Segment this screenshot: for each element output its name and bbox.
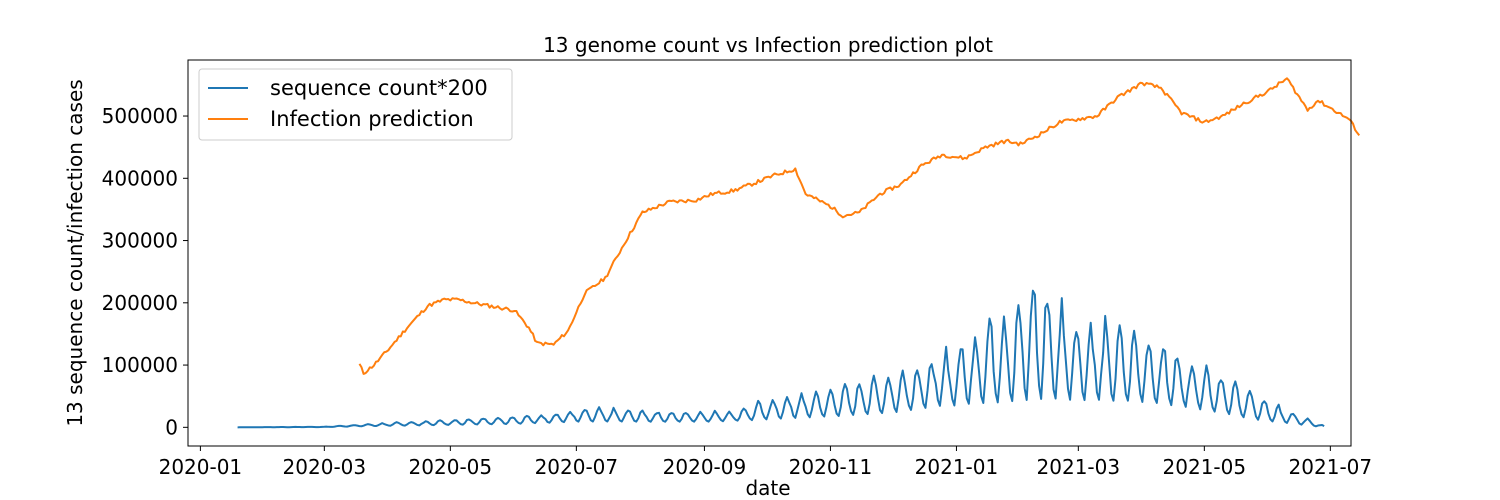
- x-tick-label: 2020-07: [535, 455, 619, 479]
- x-tick-label: 2021-05: [1163, 455, 1247, 479]
- x-axis: 2020-01 2020-03 2020-05 2020-07 2020-09 2020-…: [159, 446, 1373, 479]
- legend: sequence count*200 Infection prediction: [198, 68, 513, 141]
- legend-label-sequence-count: sequence count*200: [270, 76, 488, 100]
- legend-label-infection-prediction: Infection prediction: [270, 107, 474, 131]
- x-tick-label: 2020-05: [409, 455, 493, 479]
- y-tick-label: 400000: [102, 166, 178, 190]
- y-tick-label: 0: [165, 415, 178, 439]
- series-line-sequence-count: [237, 289, 1325, 429]
- legend-frame: [198, 68, 513, 141]
- x-tick-label: 2020-01: [159, 455, 243, 479]
- y-tick-label: 100000: [102, 353, 178, 377]
- series-layer: [237, 77, 1361, 429]
- y-tick-label: 200000: [102, 291, 178, 315]
- x-tick-label: 2020-11: [789, 455, 873, 479]
- x-axis-label: date: [745, 476, 790, 500]
- y-tick-label: 300000: [102, 229, 178, 253]
- y-axis: 0 100000 200000 300000 400000 500000: [102, 104, 188, 439]
- x-tick-label: 2021-01: [915, 455, 999, 479]
- x-tick-label: 2021-03: [1037, 455, 1121, 479]
- x-tick-label: 2020-09: [663, 455, 747, 479]
- x-tick-label: 2021-07: [1289, 455, 1373, 479]
- plot-frame: [187, 59, 1352, 447]
- y-tick-label: 500000: [102, 104, 178, 128]
- x-tick-label: 2020-03: [283, 455, 367, 479]
- chart-title: 13 genome count vs Infection prediction …: [543, 33, 993, 57]
- series-line-infection-prediction: [358, 77, 1361, 375]
- y-axis-label: 13 sequence count/infection cases: [63, 79, 87, 426]
